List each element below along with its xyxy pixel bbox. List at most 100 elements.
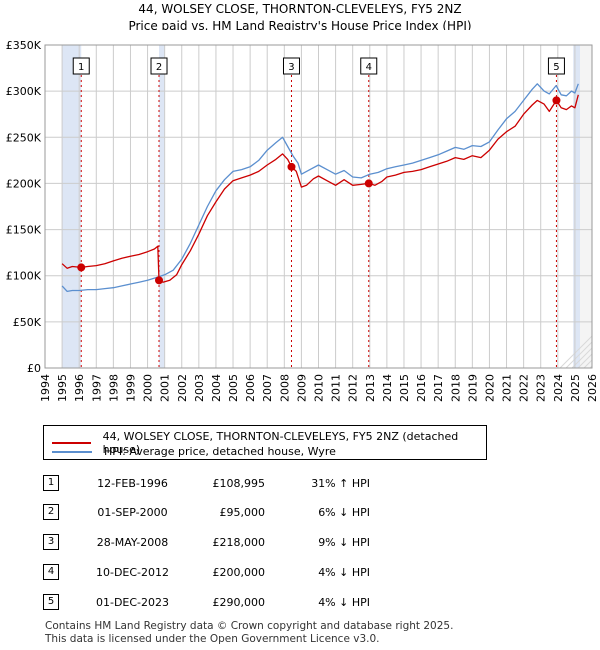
x-tick-label: 2023 bbox=[535, 374, 548, 402]
annotation-label: 1 bbox=[78, 62, 84, 73]
x-tick-label: 2001 bbox=[159, 374, 172, 402]
annotation-label: 3 bbox=[288, 62, 294, 73]
sale-point bbox=[155, 276, 164, 285]
row-date: 01-DEC-2023 bbox=[95, 596, 170, 609]
x-tick-label: 2021 bbox=[501, 374, 514, 402]
row-price: £290,000 bbox=[212, 596, 266, 609]
sale-point bbox=[364, 179, 373, 188]
row-price: £200,000 bbox=[212, 566, 266, 579]
sale-point bbox=[552, 96, 561, 105]
shaded-region bbox=[159, 45, 165, 368]
row-hpi-diff: 4% ↓ HPI bbox=[318, 566, 370, 579]
x-tick-label: 2003 bbox=[193, 374, 206, 402]
x-tick-label: 1996 bbox=[73, 374, 86, 402]
row-number-badge: 4 bbox=[43, 564, 59, 580]
y-tick-label: £250K bbox=[6, 131, 42, 144]
top-margin bbox=[0, 30, 600, 45]
y-tick-label: £150K bbox=[6, 224, 42, 237]
footer-license: This data is licensed under the Open Gov… bbox=[45, 633, 380, 645]
table-row: 3 28-MAY-2008 £218,000 9% ↓ HPI bbox=[0, 534, 600, 554]
x-tick-label: 2007 bbox=[261, 374, 274, 402]
row-price: £218,000 bbox=[212, 536, 266, 549]
price-chart: £0 £50K £100K £150K £200K £250K £300K £350K 1994… bbox=[0, 0, 600, 420]
row-hpi-diff: 6% ↓ HPI bbox=[318, 506, 370, 519]
annotation-box bbox=[547, 57, 565, 75]
annotation-label: 2 bbox=[156, 62, 162, 73]
sale-point bbox=[287, 162, 296, 171]
row-number-badge: 2 bbox=[43, 504, 59, 520]
annotation-label: 5 bbox=[553, 62, 559, 73]
legend-item-hpi: HPI: Average price, detached house, Wyre bbox=[52, 445, 336, 458]
row-date: 10-DEC-2012 bbox=[95, 566, 170, 579]
footer: Contains HM Land Registry data © Crown c… bbox=[45, 620, 453, 646]
plot-border bbox=[44, 44, 593, 369]
x-tick-label: 2020 bbox=[483, 374, 496, 402]
x-tick-label: 2010 bbox=[313, 374, 326, 402]
y-tick-label: £50K bbox=[13, 316, 42, 329]
y-tick-label: £100K bbox=[6, 270, 42, 283]
x-tick-label: 2002 bbox=[176, 374, 189, 402]
right-margin bbox=[592, 0, 600, 420]
page-title: 44, WOLSEY CLOSE, THORNTON-CLEVELEYS, FY… bbox=[138, 2, 462, 16]
y-tick-label: £0 bbox=[27, 362, 41, 375]
x-tick-label: 2018 bbox=[449, 374, 462, 402]
x-tick-label: 2022 bbox=[518, 374, 531, 402]
x-tick-label: 2026 bbox=[586, 374, 599, 402]
annotation-box bbox=[72, 57, 90, 75]
x-tick-label: 2005 bbox=[227, 374, 240, 402]
x-tick-label: 2024 bbox=[552, 374, 565, 402]
x-tick-label: 2025 bbox=[569, 374, 582, 402]
x-tick-label: 2019 bbox=[466, 374, 479, 402]
x-tick-label: 1998 bbox=[107, 374, 120, 402]
x-tick-label: 2013 bbox=[364, 374, 377, 402]
row-hpi-diff: 9% ↓ HPI bbox=[318, 536, 370, 549]
legend-label-property: 44, WOLSEY CLOSE, THORNTON-CLEVELEYS, FY… bbox=[102, 430, 459, 456]
row-price: £95,000 bbox=[219, 506, 266, 519]
x-tick-label: 2015 bbox=[398, 374, 411, 402]
x-tick-label: 1995 bbox=[56, 374, 69, 402]
row-hpi-diff: 31% ↑ HPI bbox=[311, 477, 370, 490]
x-tick-label: 2009 bbox=[295, 374, 308, 402]
legend-swatch-hpi bbox=[52, 450, 92, 453]
x-tick-label: 2016 bbox=[415, 374, 428, 402]
row-date: 01-SEP-2000 bbox=[97, 506, 168, 519]
x-tick-label: 1994 bbox=[39, 374, 52, 402]
annotation-box bbox=[282, 57, 300, 75]
y-tick-label: £350K bbox=[6, 39, 42, 52]
shaded-region bbox=[573, 45, 581, 368]
x-tick-label: 2004 bbox=[210, 374, 223, 402]
table-row: 4 10-DEC-2012 £200,000 4% ↓ HPI bbox=[0, 564, 600, 584]
row-number-badge: 3 bbox=[43, 534, 59, 550]
annotation-box bbox=[150, 57, 168, 75]
page-subtitle: Price paid vs. HM Land Registry's House … bbox=[128, 19, 472, 33]
row-date: 28-MAY-2008 bbox=[96, 536, 169, 549]
row-hpi-diff: 4% ↓ HPI bbox=[318, 596, 370, 609]
row-number-badge: 5 bbox=[43, 594, 59, 610]
x-tick-label: 2011 bbox=[330, 374, 343, 402]
legend-label-hpi: HPI: Average price, detached house, Wyre bbox=[104, 445, 336, 458]
x-tick-label: 2006 bbox=[244, 374, 257, 402]
table-row: 1 12-FEB-1996 £108,995 31% ↑ HPI bbox=[0, 475, 600, 495]
hpi-line bbox=[61, 83, 579, 293]
x-tick-label: 1999 bbox=[124, 374, 137, 402]
x-tick-label: 1997 bbox=[90, 374, 103, 402]
x-tick-label: 2017 bbox=[432, 374, 445, 402]
table-row: 2 01-SEP-2000 £95,000 6% ↓ HPI bbox=[0, 504, 600, 524]
x-tick-label: 2012 bbox=[347, 374, 360, 402]
legend: 44, WOLSEY CLOSE, THORNTON-CLEVELEYS, FY… bbox=[43, 425, 487, 460]
x-tick-label: 2000 bbox=[142, 374, 155, 402]
property-price-line bbox=[61, 94, 579, 283]
x-tick-label: 2014 bbox=[381, 374, 394, 402]
y-tick-label: £200K bbox=[6, 177, 42, 190]
table-row: 5 01-DEC-2023 £290,000 4% ↓ HPI bbox=[0, 594, 600, 614]
row-price: £108,995 bbox=[212, 477, 266, 490]
shaded-region bbox=[62, 45, 82, 368]
annotation-box bbox=[360, 57, 378, 75]
y-tick-label: £300K bbox=[6, 85, 42, 98]
annotation-label: 4 bbox=[366, 62, 372, 73]
legend-item-property: 44, WOLSEY CLOSE, THORNTON-CLEVELEYS, FY… bbox=[52, 430, 486, 456]
footer-copyright: Contains HM Land Registry data © Crown c… bbox=[45, 620, 454, 632]
x-tick-label: 2008 bbox=[278, 374, 291, 402]
row-date: 12-FEB-1996 bbox=[97, 477, 168, 490]
row-number-badge: 1 bbox=[43, 475, 59, 491]
